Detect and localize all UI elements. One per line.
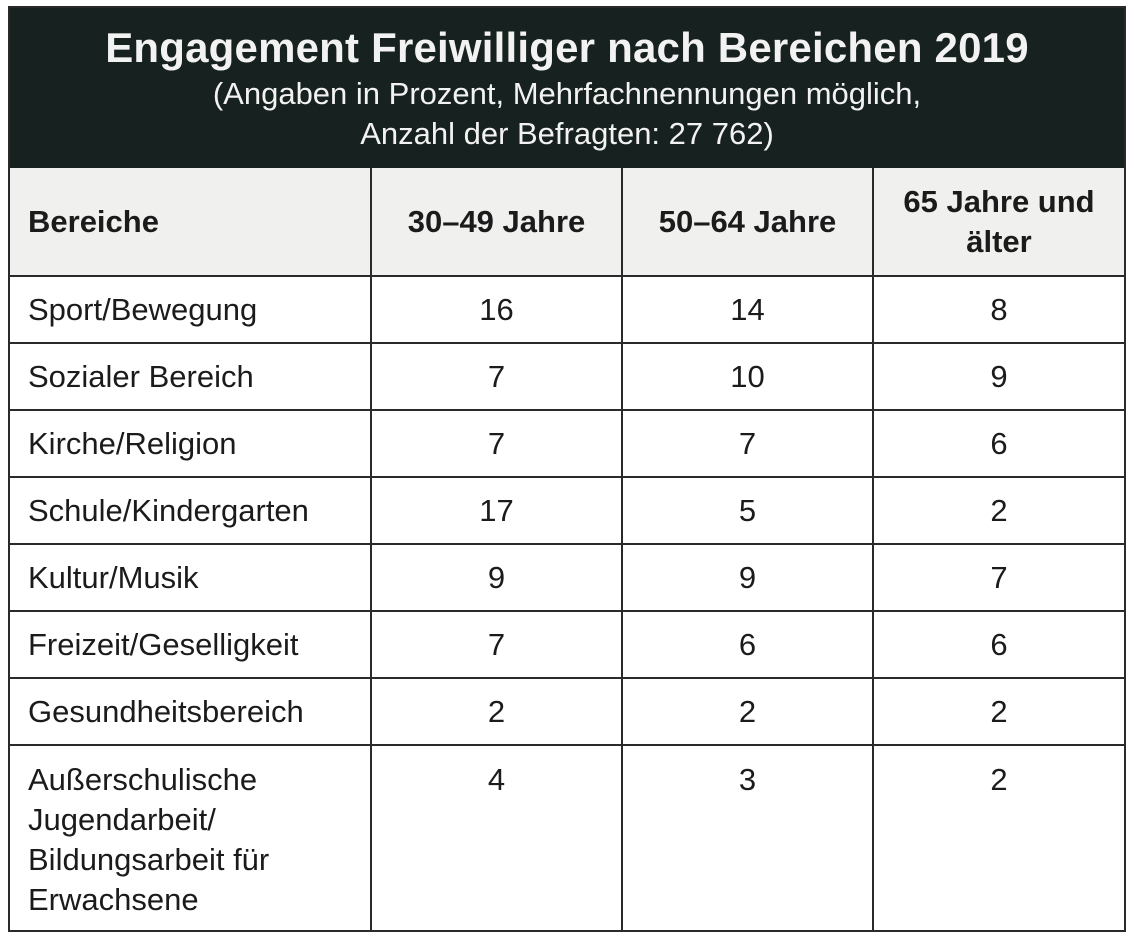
cell-30-49: 2 [370,677,623,746]
row-label: Außerschulische Jugendarbeit/ Bildungsar… [10,744,372,930]
data-table: Bereiche 30–49 Jahre 50–64 Jahre 65 Jahr… [10,168,1124,930]
cell-50-64: 14 [621,275,874,344]
cell-50-64: 6 [621,610,874,679]
table-row: Kirche/Religion 7 7 6 [10,409,1124,478]
row-label: Kultur/Musik [10,543,372,612]
header-row: Bereiche 30–49 Jahre 50–64 Jahre 65 Jahr… [10,168,1124,277]
table-row: Außerschulische Jugendarbeit/ Bildungsar… [10,744,1124,930]
table-row: Sozialer Bereich 7 10 9 [10,342,1124,411]
cell-50-64: 9 [621,543,874,612]
cell-65-plus: 7 [872,543,1124,612]
cell-50-64: 7 [621,409,874,478]
column-header-65-plus: 65 Jahre und älter [872,168,1124,277]
column-header-30-49: 30–49 Jahre [370,168,623,277]
cell-50-64: 10 [621,342,874,411]
row-label: Sport/Bewegung [10,275,372,344]
row-label: Kirche/Religion [10,409,372,478]
cell-30-49: 7 [370,409,623,478]
column-header-50-64: 50–64 Jahre [621,168,874,277]
cell-65-plus: 6 [872,610,1124,679]
title-block: Engagement Freiwilliger nach Bereichen 2… [10,8,1124,168]
table-row: Gesundheitsbereich 2 2 2 [10,677,1124,746]
cell-30-49: 17 [370,476,623,545]
row-label: Sozialer Bereich [10,342,372,411]
cell-65-plus: 2 [872,677,1124,746]
cell-30-49: 7 [370,610,623,679]
table-figure: Engagement Freiwilliger nach Bereichen 2… [8,6,1126,932]
table-row: Freizeit/Geselligkeit 7 6 6 [10,610,1124,679]
cell-65-plus: 2 [872,476,1124,545]
cell-65-plus: 6 [872,409,1124,478]
row-label: Schule/Kindergarten [10,476,372,545]
cell-30-49: 16 [370,275,623,344]
cell-50-64: 5 [621,476,874,545]
table-row: Sport/Bewegung 16 14 8 [10,275,1124,344]
table-row: Kultur/Musik 9 9 7 [10,543,1124,612]
row-label: Freizeit/Geselligkeit [10,610,372,679]
column-header-bereiche: Bereiche [10,168,372,277]
cell-65-plus: 8 [872,275,1124,344]
row-label: Gesundheitsbereich [10,677,372,746]
cell-30-49: 9 [370,543,623,612]
cell-30-49: 7 [370,342,623,411]
cell-30-49: 4 [370,744,623,930]
cell-50-64: 2 [621,677,874,746]
cell-50-64: 3 [621,744,874,930]
table-title: Engagement Freiwilliger nach Bereichen 2… [105,24,1029,71]
cell-65-plus: 9 [872,342,1124,411]
table-subtitle-line-1: (Angaben in Prozent, Mehrfachnennungen m… [212,76,922,111]
table-row: Schule/Kindergarten 17 5 2 [10,476,1124,545]
cell-65-plus: 2 [872,744,1124,930]
table-subtitle-line-2: Anzahl der Befragten: 27 762) [360,116,774,151]
